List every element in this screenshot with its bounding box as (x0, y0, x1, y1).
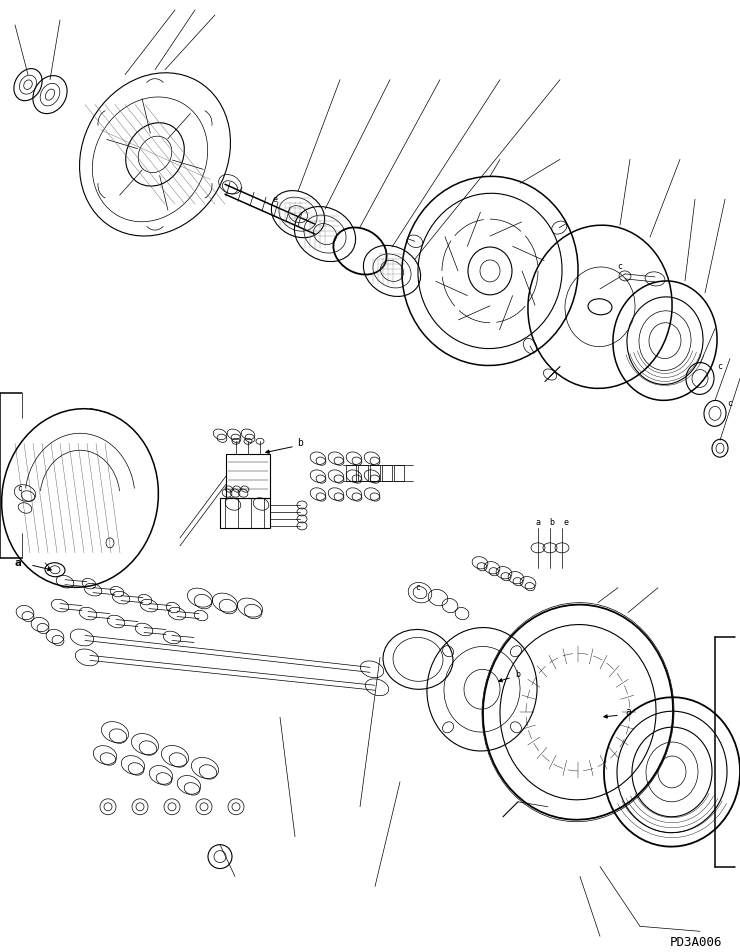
Bar (394, 466, 404, 481)
Text: PD3A006: PD3A006 (670, 936, 722, 949)
Text: b: b (516, 670, 520, 679)
Text: c: c (617, 263, 622, 271)
Bar (358, 466, 368, 481)
Text: b: b (550, 519, 554, 527)
Bar (346, 466, 356, 481)
Text: c: c (416, 584, 420, 592)
Bar (220, 498, 270, 528)
Text: e: e (272, 195, 278, 204)
Text: e: e (563, 519, 568, 527)
Text: c: c (718, 362, 722, 371)
Text: c: c (727, 399, 733, 407)
Bar (370, 466, 380, 481)
Text: b: b (297, 438, 303, 448)
Text: c: c (18, 484, 22, 492)
Text: a: a (536, 519, 540, 527)
Text: a: a (625, 707, 631, 717)
Bar (382, 466, 392, 481)
Text: a: a (15, 558, 21, 567)
